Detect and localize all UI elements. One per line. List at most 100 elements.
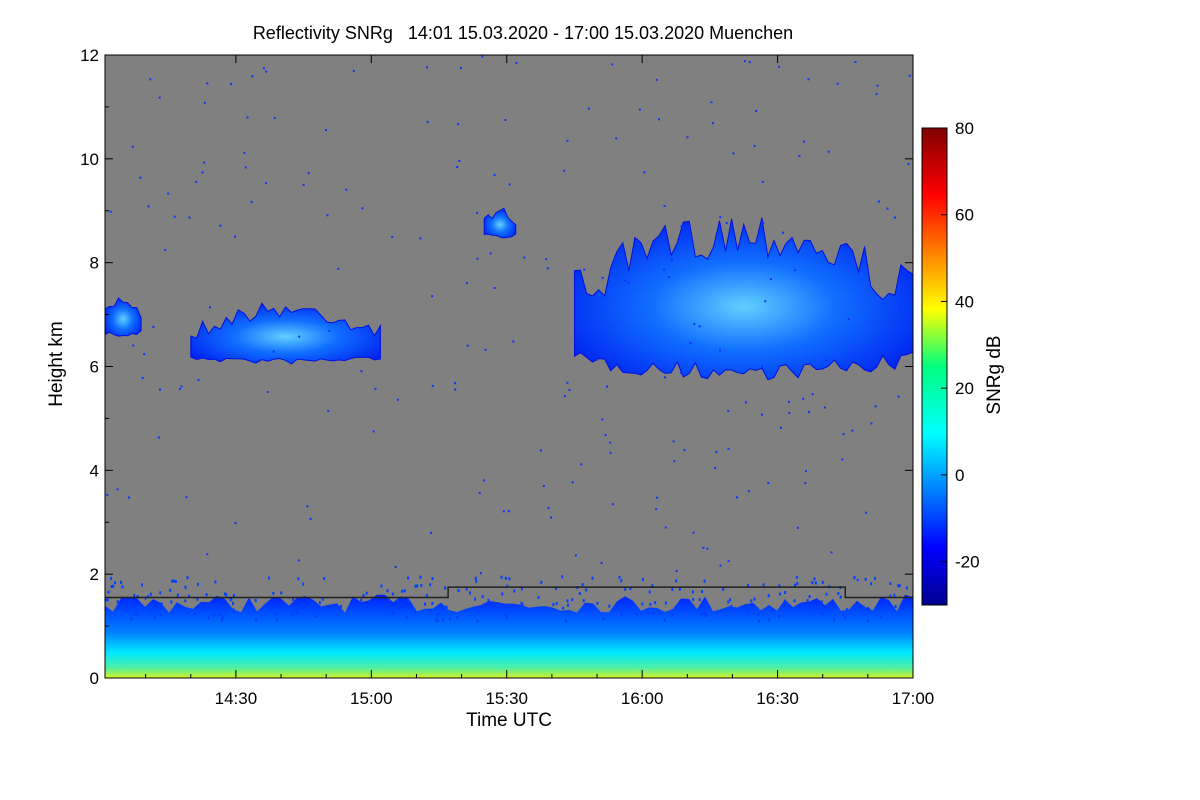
noise-speckle [254, 599, 257, 602]
noise-speckle [656, 496, 659, 499]
noise-speckle [841, 613, 844, 617]
noise-speckle [747, 490, 750, 493]
noise-speckle [847, 318, 850, 320]
noise-speckle [784, 605, 787, 609]
noise-speckle [715, 450, 718, 453]
noise-speckle [159, 591, 162, 595]
noise-speckle [403, 589, 406, 593]
noise-speckle [457, 589, 460, 592]
noise-speckle [683, 449, 686, 451]
noise-speckle [297, 577, 300, 581]
noise-speckle [571, 481, 574, 484]
noise-speckle [778, 584, 781, 588]
noise-speckle [302, 582, 305, 586]
noise-speckle [106, 493, 109, 496]
noise-speckle [460, 66, 462, 69]
noise-speckle [520, 601, 523, 605]
noise-speckle [825, 592, 828, 596]
colorbar-tick-label: 40 [955, 292, 974, 311]
noise-speckle [874, 405, 877, 408]
noise-speckle [648, 590, 651, 594]
noise-speckle [814, 581, 817, 585]
noise-speckle [778, 614, 781, 618]
cloud-region [190, 302, 381, 365]
noise-speckle [623, 597, 626, 601]
noise-speckle [291, 612, 294, 616]
noise-speckle [401, 589, 404, 593]
noise-speckle [805, 470, 807, 473]
noise-speckle [675, 570, 678, 573]
cloud-region [105, 297, 142, 337]
noise-speckle [601, 344, 604, 347]
noise-speckle [629, 587, 632, 590]
noise-speckle [783, 599, 786, 603]
noise-speckle [864, 577, 867, 581]
noise-speckle [698, 598, 701, 602]
noise-speckle [481, 595, 484, 599]
noise-speckle [298, 335, 301, 338]
noise-speckle [722, 587, 725, 591]
noise-speckle [889, 582, 892, 585]
noise-speckle [232, 608, 235, 612]
noise-speckle [823, 608, 826, 611]
noise-speckle [106, 598, 109, 602]
noise-speckles [105, 55, 912, 623]
noise-speckle [730, 604, 733, 608]
noise-speckle [328, 329, 331, 332]
noise-speckle [596, 358, 598, 361]
noise-speckle [449, 617, 451, 621]
noise-speckle [396, 599, 399, 603]
noise-speckle [416, 584, 419, 588]
noise-speckle [476, 619, 479, 623]
noise-speckle [314, 614, 317, 618]
noise-speckle [703, 579, 706, 583]
noise-speckle [719, 564, 722, 567]
noise-speckle [566, 599, 569, 603]
noise-speckle [321, 597, 324, 601]
noise-speckle [672, 440, 675, 443]
noise-speckle [212, 613, 215, 617]
noise-speckle [147, 205, 150, 208]
noise-speckle [405, 615, 408, 619]
noise-speckle [184, 585, 187, 589]
noise-speckle [159, 388, 161, 391]
noise-speckle [835, 606, 838, 609]
noise-speckle [767, 594, 770, 598]
noise-speckle [272, 350, 275, 353]
noise-speckle [655, 508, 658, 511]
noise-speckle [664, 376, 666, 379]
noise-speckle [127, 496, 130, 499]
noise-speckle [615, 137, 618, 140]
noise-speckle [437, 613, 440, 617]
noise-speckle [725, 222, 728, 225]
noise-speckle [567, 603, 569, 607]
noise-speckle [807, 78, 810, 81]
noise-speckle [747, 583, 749, 587]
noise-speckle [563, 169, 566, 172]
noise-speckle [602, 617, 605, 621]
noise-speckle [893, 593, 896, 597]
x-tick-label: 17:00 [892, 689, 935, 708]
noise-speckle [907, 162, 910, 165]
noise-speckle [116, 600, 119, 604]
noise-speckle [372, 430, 375, 433]
noise-speckle [295, 611, 298, 615]
noise-speckle [479, 572, 482, 575]
noise-speckle [842, 433, 845, 436]
noise-speckle [161, 606, 164, 610]
noise-speckle [833, 618, 835, 622]
noise-speckle [513, 589, 516, 593]
boundary-line [105, 586, 913, 599]
noise-speckle [255, 618, 258, 622]
noise-speckle [613, 607, 616, 611]
noise-speckle [435, 617, 438, 621]
noise-speckle [609, 441, 612, 444]
noise-speckle [898, 584, 901, 588]
noise-speckle [394, 566, 397, 568]
noise-speckle [673, 460, 676, 463]
noise-speckle [905, 586, 908, 590]
noise-speckle [483, 479, 486, 482]
noise-speckle [546, 267, 549, 270]
noise-speckle [188, 594, 190, 598]
x-tick-label: 16:30 [756, 689, 799, 708]
